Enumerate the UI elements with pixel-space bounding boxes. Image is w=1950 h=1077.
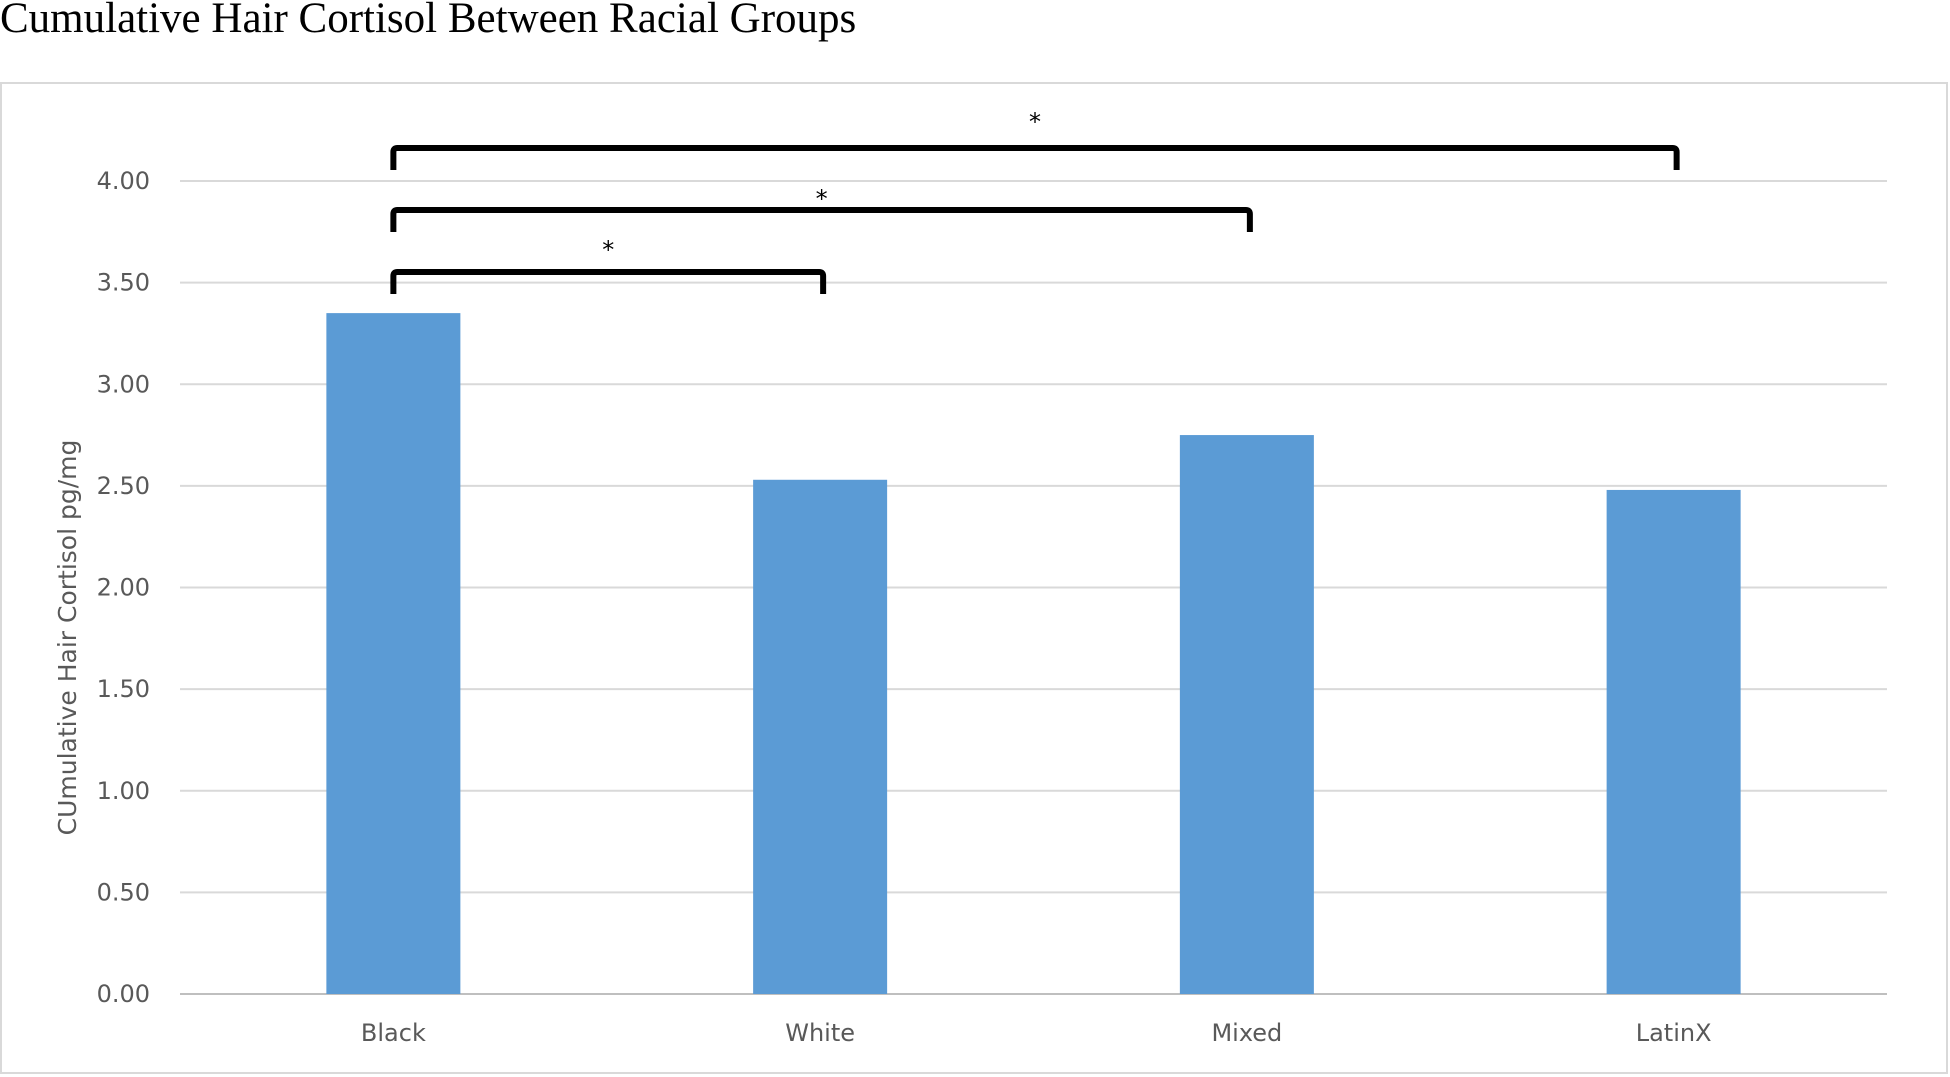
y-tick-label: 2.50 bbox=[97, 472, 150, 500]
x-tick-label: LatinX bbox=[1636, 1019, 1712, 1047]
y-tick-label: 0.00 bbox=[97, 980, 150, 1008]
significance-marker: * bbox=[1029, 108, 1041, 136]
significance-bracket bbox=[390, 207, 1253, 232]
significance-marker: * bbox=[816, 185, 828, 213]
y-tick-label: 4.00 bbox=[97, 167, 150, 195]
bar-white bbox=[753, 479, 888, 995]
chart-area bbox=[0, 82, 1948, 1074]
x-tick-label: Mixed bbox=[1211, 1019, 1282, 1047]
page-title: Cumulative Hair Cortisol Between Racial … bbox=[0, 0, 857, 42]
y-tick-label: 3.00 bbox=[97, 370, 150, 398]
bar-black bbox=[326, 313, 461, 994]
y-tick-label: 1.00 bbox=[97, 777, 150, 805]
y-tick-label: 3.50 bbox=[97, 269, 150, 297]
x-tick-label: White bbox=[785, 1019, 855, 1047]
y-tick-label: 2.00 bbox=[97, 574, 150, 602]
x-tick-label: Black bbox=[361, 1019, 426, 1047]
significance-bracket bbox=[390, 145, 1680, 170]
significance-marker: * bbox=[602, 236, 614, 264]
y-tick-label: 0.50 bbox=[97, 878, 150, 906]
y-tick-label: 1.50 bbox=[97, 675, 150, 703]
significance-bracket bbox=[390, 269, 827, 294]
y-axis-title: CUmulative Hair Cortisol pg/mg bbox=[53, 440, 82, 836]
bar-mixed bbox=[1179, 435, 1314, 994]
bar-latinx bbox=[1606, 489, 1741, 994]
